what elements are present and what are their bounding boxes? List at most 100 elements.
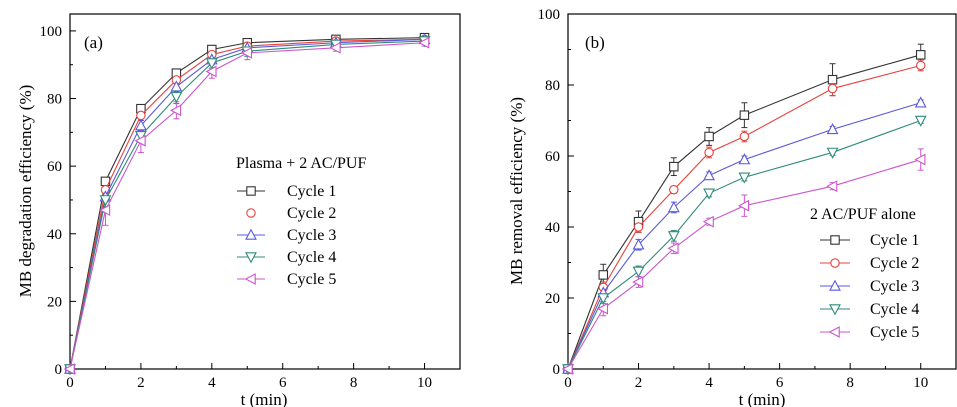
legend-label-cycle-4: Cycle 4 bbox=[287, 249, 336, 266]
series-line-cycle-5 bbox=[69, 42, 425, 370]
legend-marker-cycle-1 bbox=[246, 186, 256, 196]
data-point-cycle-5 bbox=[737, 199, 750, 212]
data-point-cycle-1 bbox=[739, 110, 750, 120]
legend-label-cycle-4: Cycle 4 bbox=[870, 301, 919, 318]
data-point-cycle-4 bbox=[667, 231, 680, 243]
series-line-cycle-3 bbox=[69, 38, 425, 370]
legend-marker-cycle-5 bbox=[244, 273, 256, 285]
data-point-cycle-1 bbox=[704, 131, 714, 142]
data-point-cycle-4 bbox=[703, 188, 716, 200]
panel-a-legend-title: Plasma + 2 AC/PUF bbox=[236, 155, 366, 172]
panel-b-x-axis-title: t (min) bbox=[739, 390, 786, 407]
y-tick-label: 80 bbox=[545, 78, 560, 94]
series-line-cycle-4 bbox=[69, 40, 425, 370]
data-point-cycle-3 bbox=[170, 80, 183, 92]
series-line-cycle-2 bbox=[69, 38, 425, 370]
data-point-cycle-2 bbox=[915, 60, 926, 71]
x-tick-label: 0 bbox=[66, 375, 74, 391]
series-line-cycle-3 bbox=[567, 102, 921, 370]
y-tick-label: 60 bbox=[47, 159, 62, 175]
data-point-cycle-3 bbox=[826, 123, 839, 135]
data-point-cycle-4 bbox=[99, 195, 112, 207]
data-point-cycle-5 bbox=[134, 134, 146, 147]
y-tick-label: 40 bbox=[545, 220, 560, 236]
data-point-cycle-3 bbox=[703, 169, 716, 181]
y-tick-label: 60 bbox=[545, 149, 560, 165]
series-line-cycle-1 bbox=[69, 37, 425, 370]
data-point-cycle-4 bbox=[826, 147, 839, 159]
data-point-cycle-2 bbox=[669, 184, 679, 195]
data-point-cycle-5 bbox=[63, 363, 75, 375]
legend-label-cycle-5: Cycle 5 bbox=[870, 324, 919, 341]
y-tick-label: 0 bbox=[553, 362, 561, 378]
x-tick-label: 8 bbox=[846, 375, 854, 391]
legend-label-cycle-1: Cycle 1 bbox=[287, 183, 336, 200]
data-point-cycle-4 bbox=[632, 266, 645, 278]
data-point-cycle-1 bbox=[915, 50, 926, 60]
panel-b-error-bars bbox=[600, 43, 924, 317]
legend-label-cycle-2: Cycle 2 bbox=[870, 255, 919, 272]
data-point-cycle-4 bbox=[738, 172, 751, 184]
panel-a-legend: Cycle 1 Cycle 2 Cycle 3 Cycle 4 Cycle 5 bbox=[237, 183, 336, 288]
y-tick-label: 20 bbox=[545, 291, 560, 307]
data-point-cycle-4 bbox=[597, 293, 610, 305]
data-point-cycle-1 bbox=[669, 161, 679, 172]
x-tick-label: 6 bbox=[776, 375, 784, 391]
legend-label-cycle-5: Cycle 5 bbox=[287, 271, 336, 288]
x-tick-label: 8 bbox=[350, 375, 358, 391]
data-point-cycle-5 bbox=[205, 65, 217, 78]
panel-a-plot-frame bbox=[69, 13, 461, 370]
legend-marker-cycle-4 bbox=[829, 304, 841, 316]
data-point-cycle-3 bbox=[914, 96, 927, 108]
data-point-cycle-2 bbox=[827, 83, 838, 94]
panel-b-legend-title: 2 AC/PUF alone bbox=[810, 206, 916, 223]
x-tick-label: 2 bbox=[137, 375, 145, 391]
legend-marker-cycle-5 bbox=[828, 326, 840, 338]
x-tick-label: 10 bbox=[913, 375, 928, 391]
x-tick-label: 4 bbox=[208, 375, 216, 391]
x-tick-label: 2 bbox=[635, 375, 643, 391]
data-point-cycle-2 bbox=[704, 147, 714, 158]
data-point-cycle-4 bbox=[914, 115, 927, 127]
x-tick-label: 4 bbox=[705, 375, 713, 391]
data-point-cycle-4 bbox=[205, 58, 218, 70]
panel-a-error-bars bbox=[102, 35, 428, 226]
y-tick-label: 100 bbox=[40, 24, 63, 40]
legend-label-cycle-1: Cycle 1 bbox=[870, 232, 919, 249]
legend-marker-cycle-4 bbox=[245, 252, 257, 264]
data-point-cycle-2 bbox=[136, 110, 146, 121]
data-point-cycle-5 bbox=[914, 153, 926, 166]
data-point-cycle-2 bbox=[739, 131, 750, 142]
data-point-cycle-3 bbox=[134, 119, 147, 131]
x-tick-label: 6 bbox=[279, 375, 287, 391]
data-point-cycle-5 bbox=[240, 46, 253, 59]
data-point-cycle-5 bbox=[418, 36, 430, 49]
series-line-cycle-2 bbox=[567, 64, 921, 370]
series-line-cycle-1 bbox=[567, 54, 921, 370]
y-tick-label: 40 bbox=[47, 227, 62, 243]
series-line-cycle-4 bbox=[567, 119, 921, 370]
series-line-cycle-5 bbox=[567, 159, 921, 370]
panel-b-legend: Cycle 1 Cycle 2 Cycle 3 Cycle 4 Cycle 5 bbox=[820, 232, 919, 341]
data-point-cycle-5 bbox=[99, 204, 111, 217]
data-point-cycle-1 bbox=[827, 74, 838, 85]
data-point-cycle-5 bbox=[169, 104, 182, 117]
legend-label-cycle-3: Cycle 3 bbox=[287, 227, 336, 244]
panel-a-label: (a) bbox=[84, 33, 103, 52]
panel-b: (b) t (min) MB removal efficiency (%) 2 … bbox=[507, 7, 957, 407]
y-tick-label: 100 bbox=[538, 7, 561, 23]
x-tick-label: 0 bbox=[564, 375, 572, 391]
data-point-cycle-3 bbox=[738, 153, 751, 165]
y-tick-label: 20 bbox=[47, 294, 62, 310]
panel-a: (a) t (min) MB degradation efficiency (%… bbox=[16, 13, 461, 407]
data-point-cycle-4 bbox=[170, 92, 183, 104]
legend-marker-cycle-3 bbox=[829, 279, 841, 291]
data-point-cycle-5 bbox=[667, 242, 679, 255]
panel-a-x-axis-title: t (min) bbox=[241, 390, 288, 407]
data-point-cycle-5 bbox=[826, 180, 838, 193]
y-tick-label: 80 bbox=[47, 92, 62, 108]
data-point-cycle-1 bbox=[598, 270, 609, 280]
data-point-cycle-3 bbox=[667, 201, 680, 213]
